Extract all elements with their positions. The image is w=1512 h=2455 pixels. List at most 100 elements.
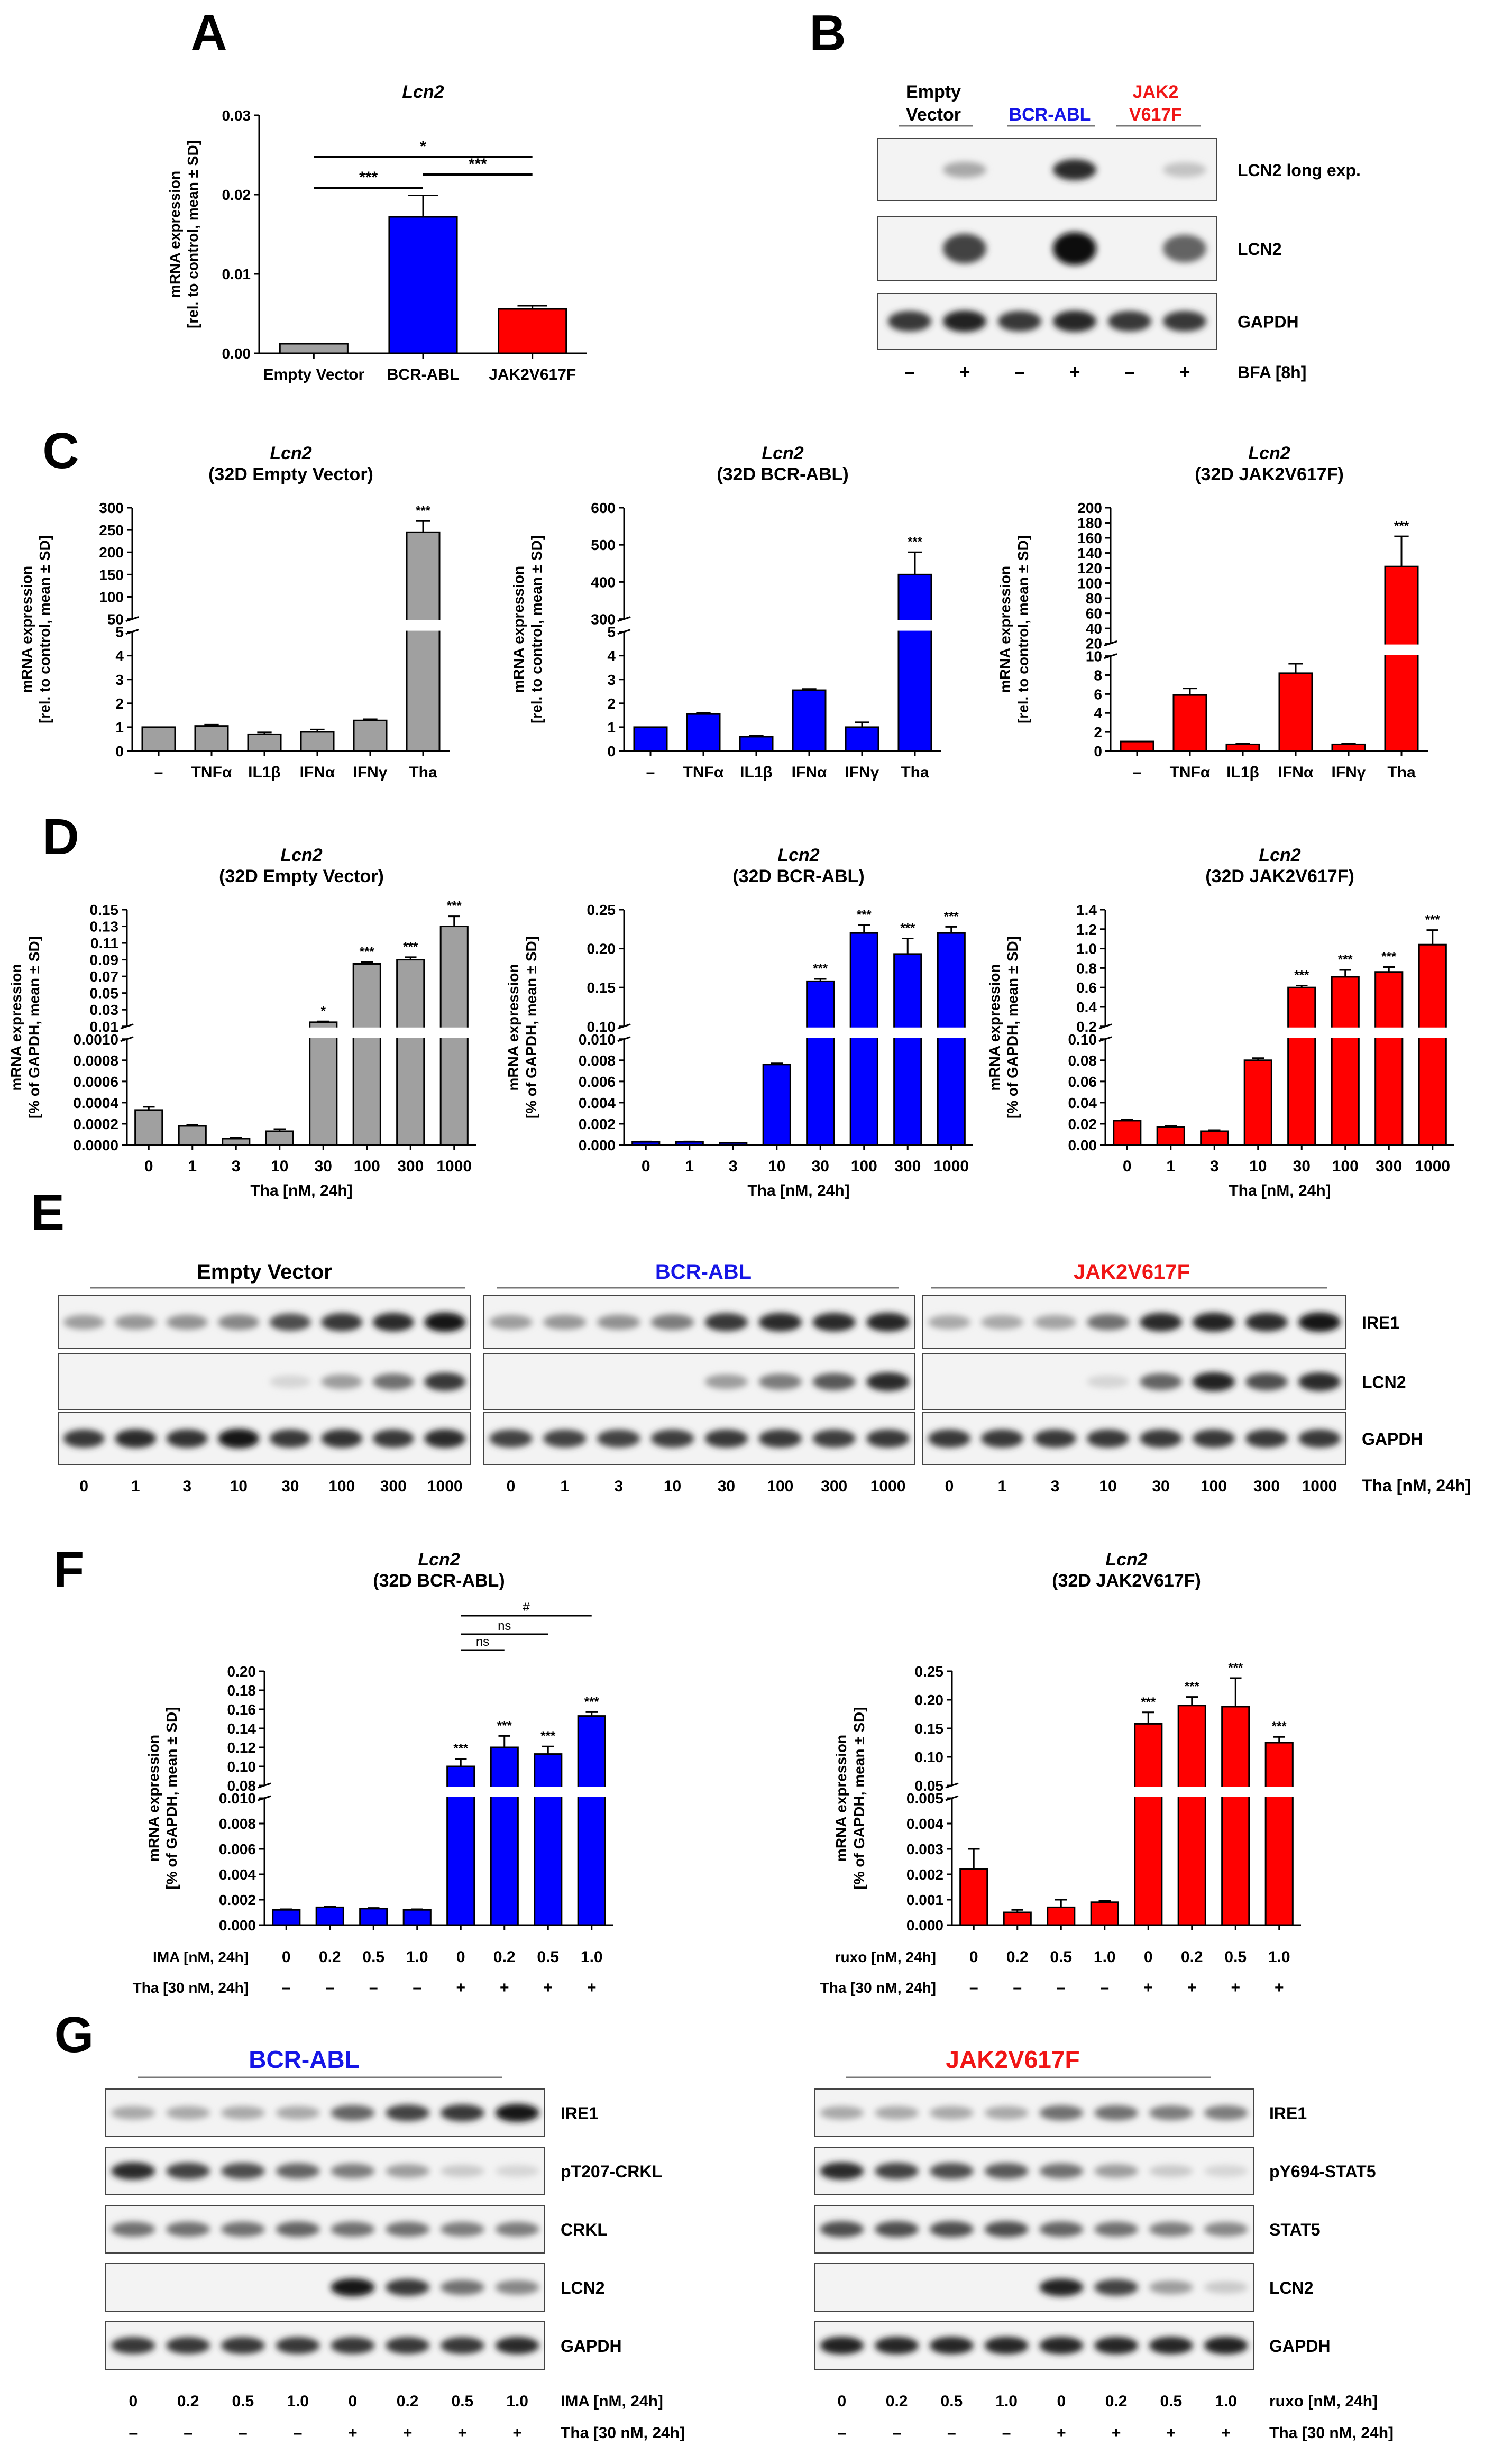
chart-title: Lcn2 <box>777 845 819 865</box>
significance-mark: *** <box>857 908 872 922</box>
bar <box>577 1715 606 1926</box>
y-tick-label: 1.0 <box>1076 941 1097 957</box>
blot-band <box>820 2337 864 2355</box>
comparison-label: # <box>523 1600 530 1615</box>
x-tick-label: 10 <box>271 1158 288 1175</box>
y-tick-label: 0.4 <box>1076 999 1097 1015</box>
treatment-sign: + <box>458 2424 468 2442</box>
treatment-sign: – <box>892 2424 901 2442</box>
x-tick-label: 30 <box>315 1158 332 1175</box>
blot-frame <box>877 293 1217 350</box>
y-tick-label: 300 <box>99 500 124 516</box>
dose-label: 30 <box>281 1478 299 1495</box>
y-tick-label: 500 <box>591 537 616 553</box>
treatment-sign: + <box>1221 2424 1231 2442</box>
y-tick-label: 0.10 <box>227 1758 256 1775</box>
y-tick-label: 0.003 <box>906 1841 943 1857</box>
dose-label: 3 <box>1051 1478 1060 1495</box>
blot-row <box>58 1412 471 1465</box>
treatment-sign: – <box>947 2424 956 2442</box>
y-axis-label: [rel. to control, mean ± SD] <box>1015 535 1031 723</box>
bar <box>279 343 349 354</box>
y-tick-label: 140 <box>1077 545 1102 562</box>
x-tick-label: IL1β <box>248 764 281 781</box>
bar <box>247 733 282 752</box>
chart-D3: 0.00 0.02 0.04 0.06 0.08 0.100.2 0.4 0.6 0.8 1.0 1… <box>986 845 1455 1199</box>
y-tick-label: 0.001 <box>906 1892 943 1908</box>
bar <box>1331 743 1366 752</box>
blot-group-header: V617F <box>1129 105 1182 125</box>
blot-band <box>1034 1315 1076 1330</box>
blot-band <box>929 2337 974 2355</box>
bar <box>309 1021 338 1146</box>
x-tick-label: Empty Vector <box>263 366 364 383</box>
chart-title: Lcn2 <box>1248 443 1290 463</box>
x-tick-label: 0 <box>144 1158 153 1175</box>
blot-band <box>1149 2337 1193 2355</box>
x-tick-label: TNFα <box>191 764 232 781</box>
blot-label: GAPDH <box>1238 313 1299 332</box>
dose-label: 1.0 <box>995 2393 1018 2410</box>
significance-mark: *** <box>497 1718 512 1733</box>
panel-letter-B: B <box>809 5 846 61</box>
bar <box>1047 1906 1076 1926</box>
panel-letter-G: G <box>54 2007 94 2063</box>
y-axis-label: mRNA expression <box>833 1735 849 1862</box>
blot-label: IRE1 <box>1362 1313 1399 1332</box>
bar <box>222 1138 251 1146</box>
y-axis-label: [rel. to control, mean ± SD] <box>36 535 53 723</box>
blot-row <box>58 1295 471 1349</box>
dose-label: 1.0 <box>406 1948 428 1966</box>
treatment-sign: – <box>413 1979 421 1996</box>
y-axis-label: mRNA expression <box>510 566 527 693</box>
axis-label: Tha [nM, 24h] <box>1362 1476 1471 1495</box>
treatment-sign: – <box>1100 1979 1109 1996</box>
bar <box>893 953 922 1146</box>
blot-band <box>372 1313 414 1332</box>
blot-group-header: BCR-ABL <box>1009 105 1091 125</box>
blot-band <box>386 2221 430 2237</box>
blot-band <box>984 2106 1029 2120</box>
blot-band <box>495 2280 539 2295</box>
dose-label: 100 <box>1201 1478 1227 1495</box>
blot-band <box>386 2278 430 2296</box>
blot-band <box>166 2106 210 2120</box>
treatment-sign: + <box>1231 1979 1240 1996</box>
dose-label: 0.2 <box>177 2393 199 2410</box>
axis-break-mark <box>120 1023 134 1030</box>
y-tick-label: 150 <box>99 566 124 583</box>
blot-band <box>984 2221 1029 2238</box>
y-tick-label: 0.010 <box>579 1031 616 1048</box>
blot-band <box>166 2337 210 2355</box>
chart-title: Lcn2 <box>418 1550 460 1570</box>
blot-group-header: Empty Vector <box>197 1260 332 1284</box>
axis-break-mark <box>945 1795 959 1801</box>
treatment-label: Tha [30 nM, 24h] <box>561 2424 685 2442</box>
y-tick-label: 0.2 <box>1076 1019 1097 1035</box>
bar <box>1243 1059 1272 1146</box>
x-tick-label: – <box>646 764 655 781</box>
chart-title: Lcn2 <box>1259 845 1300 865</box>
blot-row <box>483 1412 915 1465</box>
axis-break-gap <box>625 620 942 631</box>
y-tick-label: 0.06 <box>1068 1074 1097 1090</box>
blot-band <box>1094 2221 1139 2237</box>
x-tick-label: 1000 <box>436 1158 472 1175</box>
y-tick-label: 0.006 <box>579 1074 616 1090</box>
x-tick-label: 10 <box>768 1158 785 1175</box>
blot-band <box>929 2106 974 2120</box>
y-tick-label: 5 <box>607 624 616 640</box>
blot-band <box>111 2162 155 2180</box>
treatment-sign: + <box>1143 1979 1153 1996</box>
blot-band <box>820 2162 864 2180</box>
y-tick-label: 0.002 <box>579 1116 616 1132</box>
x-axis-label: Tha [nM, 24h] <box>250 1182 352 1199</box>
blot-band <box>929 2221 974 2238</box>
blot-band <box>440 2279 484 2295</box>
blot-band <box>115 1314 157 1330</box>
dose-label: 0.5 <box>1160 2393 1183 2410</box>
blot-band <box>1163 310 1206 332</box>
blot-band <box>1149 2280 1193 2294</box>
blot-band <box>424 1372 466 1391</box>
